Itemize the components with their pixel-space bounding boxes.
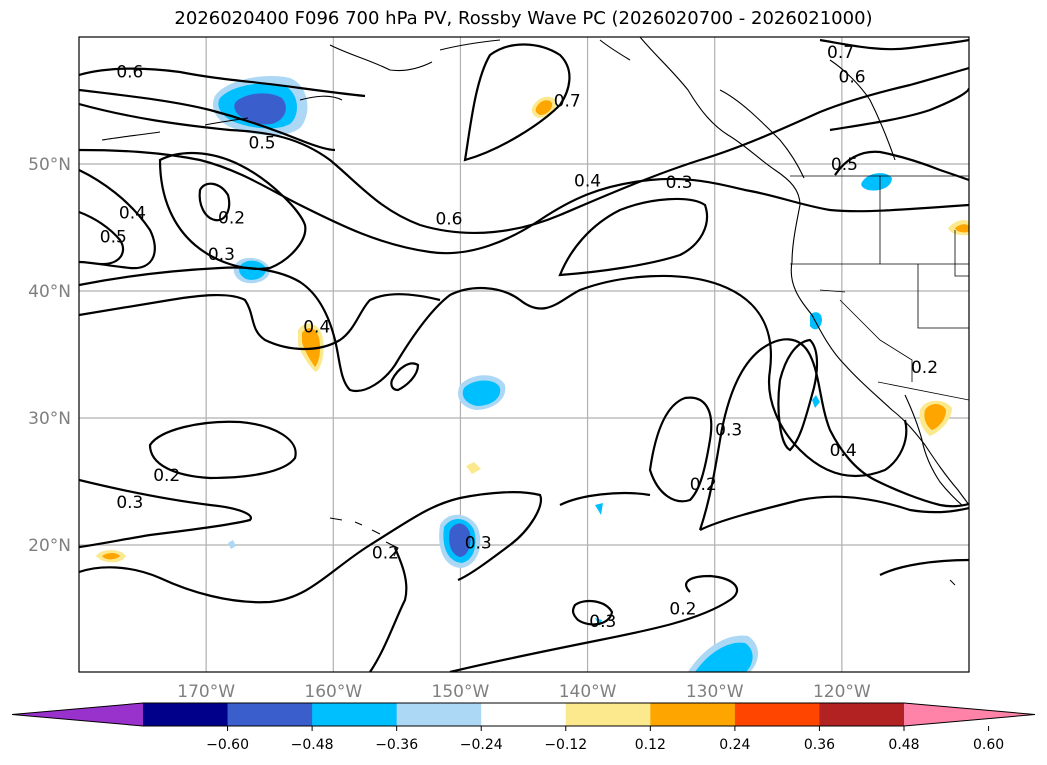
contour-label: 0.6 xyxy=(116,62,143,82)
contour-label: 0.2 xyxy=(218,208,245,228)
islands xyxy=(329,517,956,586)
longitude-tick-labels: 170°W 160°W 150°W 140°W 130°W 120°W xyxy=(177,682,871,702)
contour-label: 0.2 xyxy=(153,466,180,486)
contour-lines xyxy=(79,38,969,672)
contour-label: 0.4 xyxy=(830,441,857,461)
contour-label: 0.3 xyxy=(589,612,616,632)
lat-tick-label: 30°N xyxy=(28,409,71,429)
contour-label: 0.5 xyxy=(249,133,276,153)
contour-label: 0.2 xyxy=(690,475,717,495)
contour-label: 0.2 xyxy=(669,600,696,620)
lon-tick-label: 140°W xyxy=(559,682,617,702)
lon-tick-label: 160°W xyxy=(304,682,362,702)
colorbar-tick-label: 0.12 xyxy=(635,737,666,753)
colorbar-block xyxy=(312,703,398,726)
colorbar-block xyxy=(396,703,482,726)
contour-label: 0.3 xyxy=(666,173,693,193)
colorbar: −0.60 −0.48 −0.36 −0.24 −0.12 0.12 0.24 0.36 0.4… xyxy=(11,702,1036,753)
colorbar-tick-label: 0.24 xyxy=(719,737,750,753)
colorbar-tick-label: −0.24 xyxy=(460,737,503,753)
contour-label: 0.4 xyxy=(303,318,330,338)
latitude-tick-labels: 20°N 30°N 40°N 50°N xyxy=(28,155,71,556)
contour-label: 0.7 xyxy=(827,43,854,63)
contour-label: 0.2 xyxy=(372,544,399,564)
lon-tick-label: 130°W xyxy=(686,682,744,702)
contour-label: 0.5 xyxy=(100,227,127,247)
colorbar-tick-label: 0.36 xyxy=(804,737,835,753)
lon-tick-label: 150°W xyxy=(432,682,490,702)
contour-label: 0.4 xyxy=(119,203,146,223)
colorbar-block xyxy=(565,703,651,726)
contour-label: 0.7 xyxy=(554,92,581,112)
contour-label: 0.5 xyxy=(831,155,858,175)
colorbar-tick-label: −0.12 xyxy=(544,737,587,753)
colorbar-block xyxy=(734,703,820,726)
colorbar-outline xyxy=(11,702,1036,727)
contour-label: 0.3 xyxy=(116,493,143,513)
colorbar-tick-label: 0.60 xyxy=(973,737,1004,753)
contour-label: 0.4 xyxy=(574,172,601,192)
contour-label: 0.3 xyxy=(465,533,492,553)
contour-label: 0.3 xyxy=(208,245,235,265)
contour-label: 0.6 xyxy=(435,210,462,230)
lon-tick-label: 170°W xyxy=(177,682,235,702)
colorbar-tick-label: −0.60 xyxy=(206,737,249,753)
colorbar-block xyxy=(650,703,736,726)
political-borders xyxy=(790,175,969,401)
gridlines xyxy=(79,37,969,672)
colorbar-tick-label: −0.36 xyxy=(375,737,418,753)
lon-tick-label: 120°W xyxy=(813,682,871,702)
map-panel[interactable]: 0.6 0.5 0.4 0.5 0.2 0.3 0.4 0.6 0.7 0.4 0.3 0.7 0.6 0… xyxy=(78,36,970,673)
map-title: 2026020400 F096 700 hPa PV, Rossby Wave … xyxy=(174,8,873,29)
colorbar-tick-label: 0.48 xyxy=(888,737,919,753)
colorbar-block xyxy=(143,703,229,726)
colorbar-block xyxy=(227,703,313,726)
contour-label: 0.3 xyxy=(715,420,742,440)
lat-tick-label: 40°N xyxy=(28,282,71,302)
colorbar-block xyxy=(481,703,567,726)
coastlines xyxy=(101,37,969,507)
contour-label: 0.6 xyxy=(839,67,866,87)
colorbar-extend-high xyxy=(904,703,1035,726)
lat-tick-label: 50°N xyxy=(28,155,71,175)
contour-label: 0.2 xyxy=(911,358,938,378)
contour-labels: 0.6 0.5 0.4 0.5 0.2 0.3 0.4 0.6 0.7 0.4 0.3 0.7 0.6 0… xyxy=(100,43,938,632)
map-border xyxy=(78,36,970,673)
colorbar-extend-low xyxy=(12,703,143,726)
colorbar-block xyxy=(819,703,905,726)
colorbar-tick-label: −0.48 xyxy=(291,737,334,753)
lat-tick-label: 20°N xyxy=(28,536,71,556)
